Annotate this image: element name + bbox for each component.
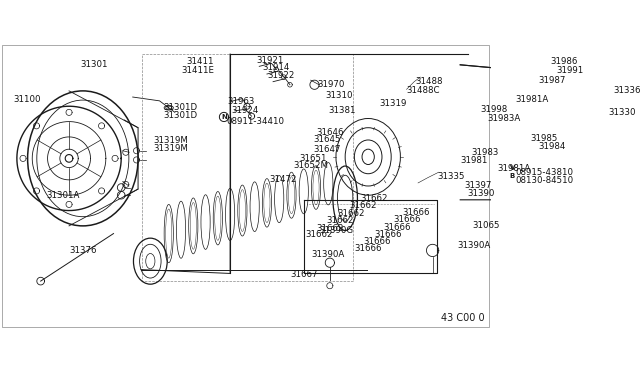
Text: 31301D: 31301D: [163, 103, 198, 112]
Text: 31662: 31662: [337, 209, 365, 218]
Text: 31963: 31963: [227, 97, 255, 106]
Text: 31983A: 31983A: [487, 114, 520, 123]
Text: 08130-84510: 08130-84510: [515, 176, 573, 185]
Text: 31998: 31998: [480, 105, 508, 114]
Text: N: N: [221, 114, 227, 120]
Text: 31666: 31666: [383, 223, 411, 232]
Text: 31397: 31397: [464, 181, 492, 190]
Text: 31330: 31330: [608, 108, 636, 117]
Text: 31666: 31666: [364, 237, 391, 246]
Text: 31381: 31381: [328, 106, 356, 115]
Text: 31981A: 31981A: [497, 164, 531, 173]
Text: 31666: 31666: [374, 230, 402, 239]
Text: 31488C: 31488C: [406, 86, 440, 95]
Text: 31984: 31984: [538, 141, 566, 151]
Text: 31652M: 31652M: [294, 161, 329, 170]
Text: 31662: 31662: [360, 194, 388, 203]
Text: 31662: 31662: [305, 231, 333, 240]
Text: 31390A: 31390A: [312, 250, 345, 259]
Text: 31666: 31666: [355, 244, 382, 253]
Text: 31472: 31472: [269, 175, 297, 184]
Text: 31985: 31985: [531, 134, 558, 143]
Text: 08911-34410: 08911-34410: [227, 117, 284, 126]
Text: 31645: 31645: [313, 135, 340, 144]
Text: 31986: 31986: [551, 57, 578, 66]
Text: 31390G: 31390G: [319, 226, 353, 235]
Text: 31310: 31310: [325, 91, 353, 100]
Text: 31488: 31488: [416, 77, 444, 86]
Text: 31662: 31662: [316, 224, 344, 232]
Text: 31301A: 31301A: [46, 190, 79, 200]
Text: 31987: 31987: [538, 76, 566, 84]
Text: 31319: 31319: [379, 99, 406, 108]
Text: 31411E: 31411E: [182, 66, 215, 76]
Text: 31983: 31983: [472, 148, 499, 157]
Text: V: V: [509, 164, 515, 171]
Text: 31647: 31647: [313, 145, 340, 154]
Text: 31666: 31666: [403, 208, 430, 217]
Text: 31651: 31651: [299, 154, 326, 163]
Text: 31376: 31376: [69, 246, 97, 255]
Text: 31981A: 31981A: [515, 96, 548, 105]
Text: 31301: 31301: [81, 60, 108, 69]
Text: 31100: 31100: [14, 96, 42, 105]
Text: 31301D: 31301D: [163, 111, 198, 120]
Text: 31335: 31335: [437, 172, 465, 181]
Text: 43 C00 0: 43 C00 0: [441, 312, 484, 323]
Text: 31411: 31411: [186, 57, 214, 66]
Text: 31390: 31390: [468, 189, 495, 198]
Text: 08915-43810: 08915-43810: [515, 168, 573, 177]
Text: 31914: 31914: [262, 63, 290, 72]
Text: 31646: 31646: [317, 128, 344, 137]
Text: 31970: 31970: [317, 80, 345, 89]
Text: 31336: 31336: [614, 86, 640, 95]
Text: 31319M: 31319M: [154, 136, 188, 145]
Text: 31981: 31981: [460, 156, 488, 165]
Text: 31065: 31065: [472, 221, 500, 230]
Text: 31991: 31991: [557, 66, 584, 76]
Text: B: B: [509, 173, 515, 179]
Text: 31667: 31667: [290, 270, 317, 279]
Text: 31662: 31662: [349, 201, 376, 210]
Text: 31921: 31921: [256, 55, 284, 65]
Text: 31922: 31922: [268, 71, 295, 80]
Text: 31319M: 31319M: [154, 144, 188, 153]
Text: 31390A: 31390A: [457, 241, 490, 250]
Text: 31924: 31924: [232, 106, 259, 115]
Text: 31666: 31666: [394, 215, 421, 224]
Text: 31662: 31662: [327, 216, 355, 225]
